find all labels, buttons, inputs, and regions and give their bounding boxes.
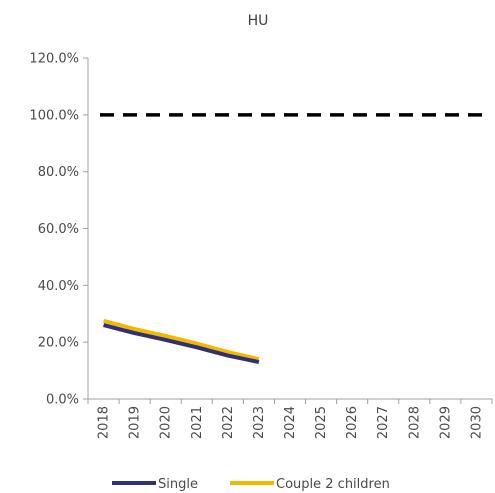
x-tick-label: 2021 xyxy=(190,406,205,439)
y-tick-label: 60.0% xyxy=(38,222,79,237)
x-tick-label: 2022 xyxy=(221,406,236,439)
legend-label: Couple 2 children xyxy=(276,477,390,492)
y-tick-label: 80.0% xyxy=(38,165,79,180)
x-tick-label: 2019 xyxy=(128,406,143,439)
x-tick-label: 2024 xyxy=(283,406,298,439)
x-tick-label: 2029 xyxy=(438,406,453,439)
legend: Single Couple 2 children xyxy=(112,477,390,492)
x-tick-label: 2023 xyxy=(252,406,267,439)
x-tick-label: 2027 xyxy=(376,406,391,439)
chart-title: HU xyxy=(248,13,269,29)
y-tick-label: 40.0% xyxy=(38,279,79,294)
plot-area xyxy=(100,113,490,365)
x-axis-ticks: 2018 2019 2020 2021 2022 2023 2024 2025 2026 2027… xyxy=(87,399,493,439)
x-tick-label: 2028 xyxy=(407,406,422,439)
y-tick-label: 20.0% xyxy=(38,336,79,351)
y-tick-label: 0.0% xyxy=(46,393,79,408)
x-tick-label: 2018 xyxy=(97,406,112,439)
series-line-couple-2-children xyxy=(103,318,260,362)
x-tick-label: 2030 xyxy=(469,406,484,439)
series-line-single xyxy=(103,323,260,365)
x-tick-label: 2020 xyxy=(159,406,174,439)
y-tick-label: 120.0% xyxy=(29,52,79,67)
y-tick-label: 100.0% xyxy=(29,108,79,123)
x-tick-label: 2025 xyxy=(314,406,329,439)
y-axis-ticks: 0.0% 20.0% 40.0% 60.0% 80.0% 100.0% 120.0% xyxy=(29,52,88,408)
x-tick-label: 2026 xyxy=(345,406,360,439)
legend-label: Single xyxy=(158,477,198,492)
